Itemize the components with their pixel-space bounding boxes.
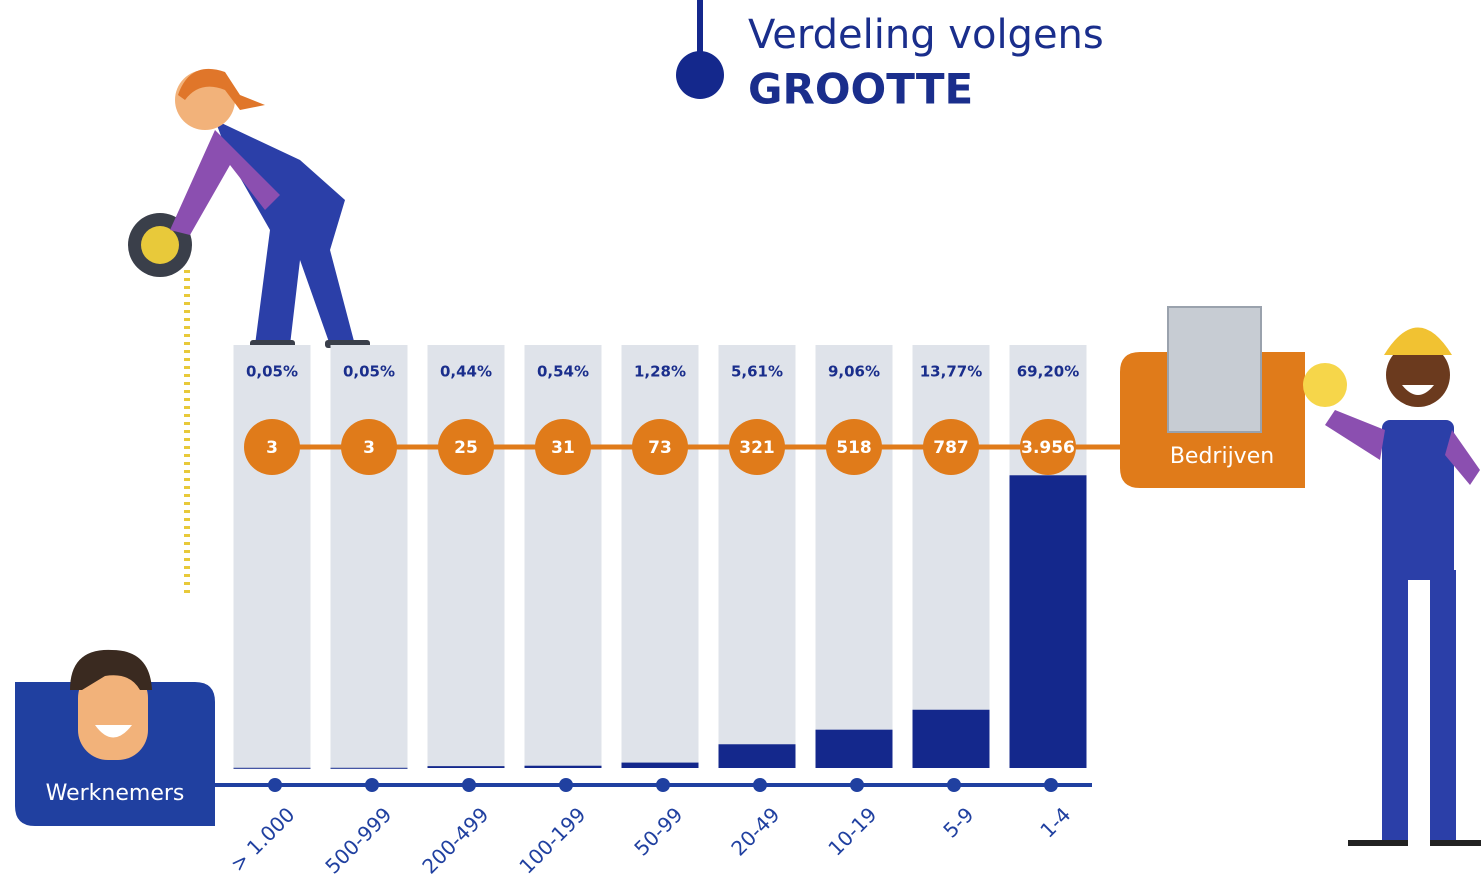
axis-dot xyxy=(656,778,670,792)
building-icon xyxy=(1168,307,1261,432)
percent-label: 1,28% xyxy=(634,363,686,381)
percent-label: 0,44% xyxy=(440,363,492,381)
count-label: 73 xyxy=(648,438,672,458)
bar xyxy=(1010,475,1087,768)
column-background xyxy=(719,345,796,768)
x-tick-label: 1-4 xyxy=(1035,802,1075,842)
column-background xyxy=(525,345,602,768)
x-tick-label: 50-99 xyxy=(629,802,687,860)
title-pin-head xyxy=(676,51,724,99)
bar xyxy=(234,768,311,769)
percent-label: 69,20% xyxy=(1017,363,1079,381)
column-background xyxy=(816,345,893,768)
x-tick-label: > 1.000 xyxy=(226,802,300,876)
percent-label: 0,05% xyxy=(343,363,395,381)
x-axis-label: Werknemers xyxy=(46,781,185,806)
axis-dot xyxy=(1044,778,1058,792)
axis-dot xyxy=(850,778,864,792)
bar xyxy=(913,710,990,768)
count-label: 3.956 xyxy=(1021,438,1075,458)
column-background xyxy=(428,345,505,768)
count-label: 31 xyxy=(551,438,575,458)
axis-dot xyxy=(559,778,573,792)
percent-label: 0,05% xyxy=(246,363,298,381)
bar xyxy=(816,730,893,768)
chart: Verdeling volgens GROOTTE Werknemers Bed… xyxy=(0,0,1481,892)
bar xyxy=(428,766,505,768)
x-tick-label: 20-49 xyxy=(726,802,784,860)
column-background xyxy=(913,345,990,768)
bar xyxy=(622,763,699,768)
chart-title: Verdeling volgens xyxy=(748,12,1104,58)
column-background xyxy=(331,345,408,768)
count-label: 321 xyxy=(739,438,775,458)
page: Verdeling volgens GROOTTE Werknemers Bed… xyxy=(0,0,1481,892)
bar xyxy=(331,768,408,769)
bar xyxy=(719,744,796,768)
chart-subtitle: GROOTTE xyxy=(748,65,973,114)
axis-dot xyxy=(462,778,476,792)
percent-label: 0,54% xyxy=(537,363,589,381)
percent-label: 13,77% xyxy=(920,363,982,381)
counts-label: Bedrijven xyxy=(1170,444,1274,469)
x-tick-label: 10-19 xyxy=(823,802,881,860)
column-background xyxy=(234,345,311,768)
man-face xyxy=(70,650,152,760)
count-label: 3 xyxy=(266,438,278,458)
x-tick-label: 200-499 xyxy=(417,802,493,878)
percent-label: 9,06% xyxy=(828,363,880,381)
x-tick-label: 500-999 xyxy=(320,802,396,878)
x-tick-label: 5-9 xyxy=(938,802,978,842)
count-label: 25 xyxy=(454,438,478,458)
count-label: 787 xyxy=(933,438,969,458)
column-background xyxy=(622,345,699,768)
x-tick-label: 100-199 xyxy=(514,802,590,878)
count-label: 3 xyxy=(363,438,375,458)
axis-dot xyxy=(753,778,767,792)
axis-dot xyxy=(268,778,282,792)
worker-illustration xyxy=(1303,328,1481,847)
bar xyxy=(525,766,602,768)
count-label: 518 xyxy=(836,438,872,458)
axis-dot xyxy=(947,778,961,792)
axis-dot xyxy=(365,778,379,792)
percent-label: 5,61% xyxy=(731,363,783,381)
